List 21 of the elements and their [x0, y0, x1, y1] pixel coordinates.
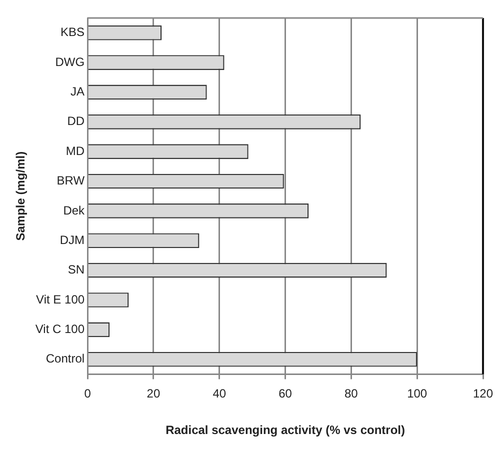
y-tick-label: MD	[66, 144, 85, 158]
x-tick-label: 20	[146, 386, 160, 401]
x-tick-label: 40	[212, 386, 226, 401]
y-tick-label: DD	[67, 114, 85, 128]
y-tick-label: Control	[46, 352, 85, 366]
y-tick-label: Vit C 100	[35, 322, 85, 336]
x-tick-label: 100	[407, 386, 428, 401]
y-tick-label: JA	[70, 84, 85, 99]
y-tick-label: Vit E 100	[36, 292, 85, 306]
y-tick-label: DJM	[60, 232, 85, 247]
x-tick-label: 60	[278, 386, 292, 401]
y-tick-label: SN	[68, 262, 85, 277]
y-tick-label: BRW	[56, 174, 86, 188]
y-tick-label: Dek	[63, 203, 86, 218]
y-tick-label: KBS	[60, 25, 85, 40]
y-tick-label: DWG	[55, 54, 85, 69]
x-axis-title: Radical scavenging activity (% vs control)	[166, 423, 405, 438]
x-tick-label: 80	[344, 386, 358, 401]
y-axis-title: Sample (mg/ml)	[14, 151, 28, 241]
x-tick-label: 0	[84, 386, 92, 401]
x-tick-label: 120	[472, 386, 494, 401]
